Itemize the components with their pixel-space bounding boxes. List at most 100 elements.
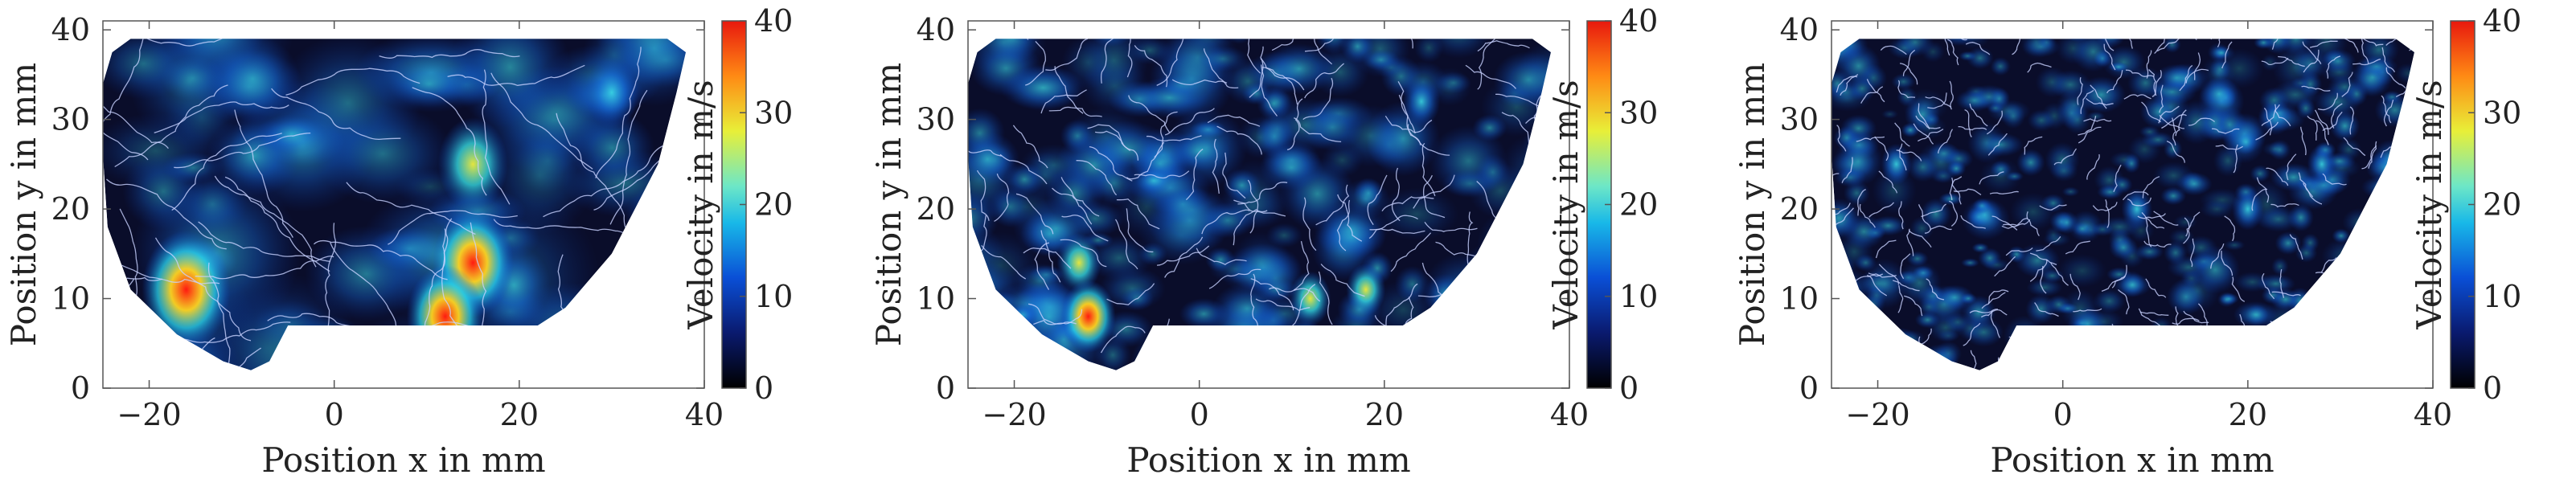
velocity-blob (2135, 332, 2178, 370)
velocity-blob (999, 65, 1086, 110)
streamline (1897, 284, 1904, 313)
velocity-blob (2094, 373, 2116, 393)
streamline (1384, 115, 1433, 133)
streamline (174, 132, 311, 169)
velocity-blob (2271, 257, 2289, 276)
streamline (2138, 308, 2161, 327)
streamline (2298, 172, 2314, 198)
y-tick-label: 40 (51, 12, 90, 47)
x-tick-label: 40 (1550, 397, 1589, 432)
streamline (2111, 264, 2127, 288)
velocity-blob (1167, 130, 1230, 172)
streamline (1953, 188, 1982, 195)
x-tick-label: 20 (1365, 397, 1404, 432)
streamline (1126, 208, 1154, 253)
streamline (224, 176, 330, 272)
streamline (1390, 232, 1432, 272)
streamline (103, 260, 163, 282)
velocity-blob (1332, 339, 1398, 370)
streamline (2251, 188, 2268, 211)
streamline (2027, 62, 2052, 73)
velocity-blob (2080, 365, 2103, 370)
streamline (1101, 39, 1121, 84)
x-tick-label: 40 (2414, 397, 2452, 432)
velocity-blob (1223, 168, 1261, 203)
axes-frame (1831, 20, 2434, 389)
streamline (2217, 39, 2238, 48)
velocity-blob (1003, 358, 1052, 370)
streamline (2301, 2, 2314, 26)
velocity-blob (2039, 336, 2087, 370)
velocity-blob (2384, 186, 2406, 201)
streamline (2083, 118, 2112, 122)
streamline (1233, 199, 1286, 217)
velocity-blob (1306, 39, 1356, 43)
velocity-blob (2063, 105, 2091, 135)
streamline (2224, 215, 2236, 242)
streamline (1146, 135, 1202, 141)
velocity-blob (2055, 211, 2079, 235)
velocity-blob (1835, 14, 1863, 31)
streamline (2101, 276, 2127, 292)
velocity-blob (2027, 109, 2056, 132)
streamline (2040, 265, 2047, 294)
velocity-blob (968, 310, 992, 350)
velocity-blob (1475, 153, 1511, 191)
streamline (1216, 125, 1262, 155)
streamline (1100, 325, 1146, 354)
velocity-blob (1261, 43, 1337, 95)
streamline (1925, 96, 1952, 108)
x-tick-label: 20 (500, 397, 539, 432)
streamline (2409, 39, 2414, 51)
streamline (2388, 173, 2395, 202)
streamline (2142, 176, 2160, 198)
velocity-blob (2272, 43, 2320, 92)
velocity-blob (2139, 95, 2178, 129)
velocity-blob (2320, 48, 2357, 74)
velocity-blob (2212, 12, 2236, 33)
streamline (1969, 309, 1998, 313)
colorbar-tick-label: 0 (2483, 370, 2502, 406)
velocity-hotspot (1060, 280, 1116, 353)
streamline (2200, 325, 2215, 350)
streamline (2078, 116, 2097, 136)
streamline (1336, 199, 1351, 252)
velocity-blob (2176, 172, 2213, 196)
velocity-blob (2233, 301, 2278, 329)
streamline (1250, 278, 1294, 311)
velocity-blob (1927, 313, 1964, 343)
velocity-blob (2265, 324, 2290, 342)
streamline (1868, 272, 1897, 278)
velocity-blob (2377, 221, 2405, 238)
velocity-blob (2160, 186, 2187, 206)
velocity-blob (1833, 137, 1884, 186)
streamline (1980, 309, 2008, 318)
streamline (2189, 238, 2195, 268)
streamline (1421, 142, 1436, 197)
velocity-blob (2386, 350, 2410, 370)
velocity-blob (177, 173, 248, 236)
streamline (1965, 42, 1991, 55)
velocity-blob (2361, 312, 2386, 333)
streamline (1856, 136, 1885, 142)
velocity-blob (2071, 39, 2115, 72)
streamline (1164, 318, 1177, 370)
velocity-blob (2007, 245, 2026, 264)
streamline (977, 317, 1004, 366)
streamline (1261, 67, 1298, 105)
velocity-field-panel-1: −20 0 20 40 0 10 20 30 40 Position x in mm Positio… (4, 3, 793, 480)
y-tick-label: 10 (917, 281, 955, 317)
velocity-blob (1372, 56, 1410, 79)
velocity-blob (1206, 376, 1236, 395)
streamline (214, 175, 317, 268)
streamline (2073, 308, 2102, 313)
streamline (2036, 236, 2061, 252)
streamline (1938, 129, 1954, 153)
streamline (493, 219, 633, 238)
velocity-blob (2359, 263, 2405, 299)
streamline (1237, 182, 1288, 205)
velocity-blob (2357, 265, 2405, 313)
streamline (2231, 276, 2246, 302)
streamline (2024, 136, 2043, 155)
streamline (2385, 298, 2413, 310)
